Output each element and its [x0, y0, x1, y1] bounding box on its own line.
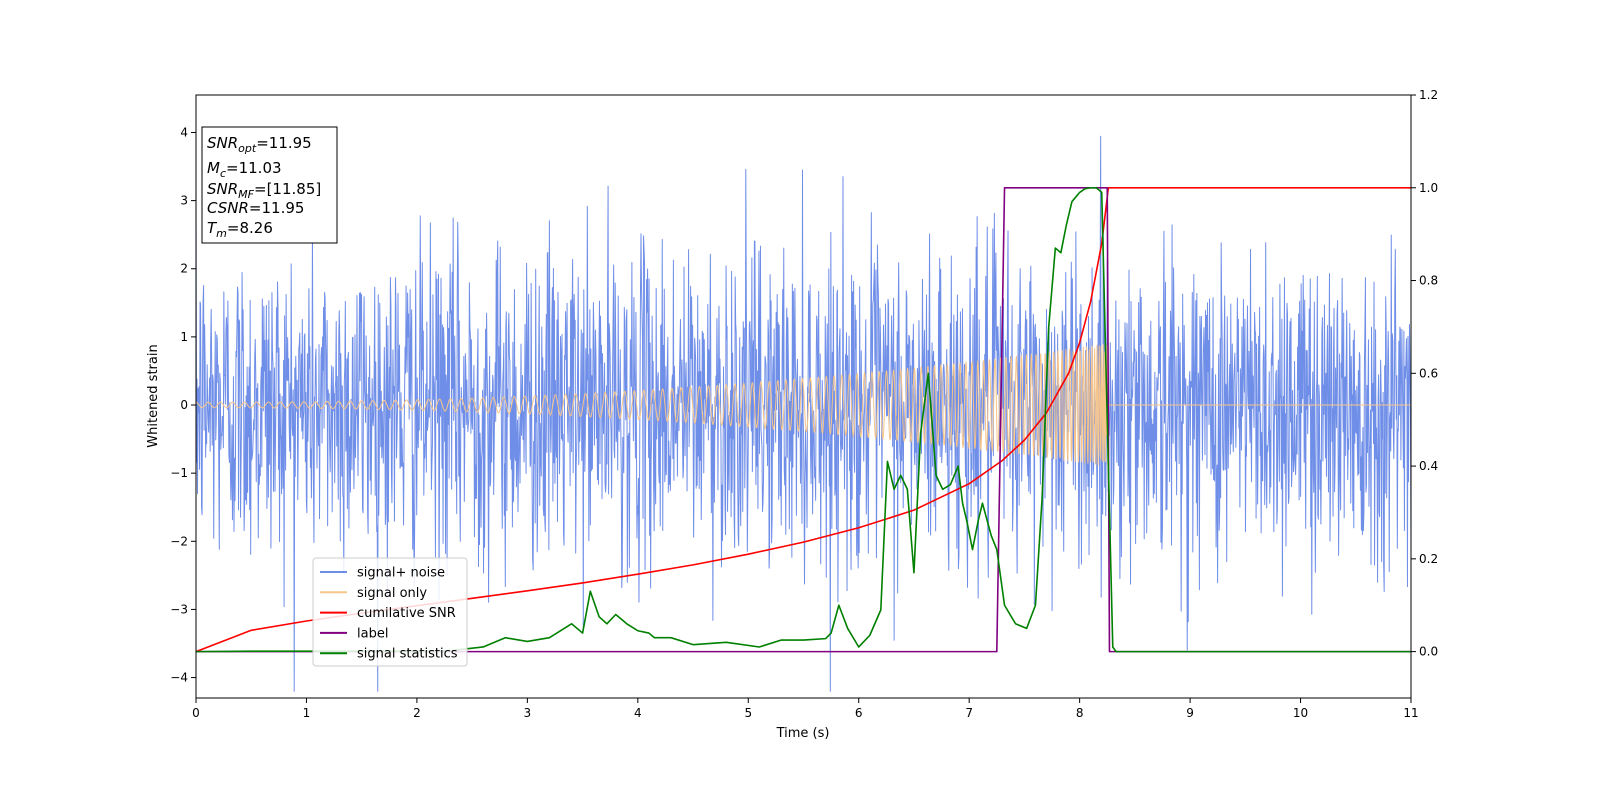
y-tick-label: −3 [170, 602, 188, 616]
y2-tick-label: 0.0 [1419, 645, 1438, 659]
x-tick-label: 9 [1186, 706, 1194, 720]
annotation-box: SNRopt=11.95 Mc=11.03SNRMF=[11.85]CSNR=11… [201, 126, 338, 244]
y-axis-label: Whitened strain [146, 344, 161, 447]
series-line-signal-noise [196, 135, 1411, 692]
annotation-line: CSNR=11.95 [207, 199, 304, 217]
series-line-signal-only [196, 343, 1411, 466]
legend-entry-cumilative-snr: cumilative SNR [357, 606, 456, 621]
legend-frame [312, 557, 468, 667]
x-tick-label: 1 [303, 706, 311, 720]
y2-tick-label: 0.8 [1419, 274, 1438, 288]
annotation-line: Tm=8.26 [207, 219, 273, 240]
x-tick-label: 2 [413, 706, 421, 720]
y2-tick-label: 0.6 [1419, 366, 1438, 380]
x-tick-label: 7 [965, 706, 973, 720]
y-axis-left: −4 −3 −2 −1 0 1 2 3 4 [170, 125, 196, 685]
y2-tick-label: 0.4 [1419, 459, 1438, 473]
y2-tick-label: 1.0 [1419, 181, 1438, 195]
annotation-line: Mc=11.03 [207, 159, 282, 180]
y-tick-label: −4 [170, 671, 188, 685]
y2-tick-label: 1.2 [1419, 88, 1438, 102]
legend: signal+ noise signal only cumilative SNR la… [312, 557, 468, 667]
annotation-line: SNRMF=[11.85] [207, 180, 321, 201]
y-axis-right: 0.0 0.2 0.4 0.6 0.8 1.0 1.2 [1411, 88, 1438, 659]
x-tick-label: 3 [524, 706, 532, 720]
y-tick-label: −2 [170, 534, 188, 548]
x-tick-label: 10 [1293, 706, 1308, 720]
series-line-signal-statistics [196, 186, 1411, 653]
x-tick-label: 4 [634, 706, 642, 720]
y-tick-label: 1 [180, 330, 188, 344]
y-tick-label: 2 [180, 262, 188, 276]
plot-frame [195, 94, 1412, 699]
x-axis-label: Time (s) [776, 726, 830, 741]
legend-entry-signal-only: signal only [357, 586, 427, 601]
legend-entry-signal-statistics: signal statistics [357, 647, 458, 662]
legend-entry-signal-noise: signal+ noise [357, 566, 445, 581]
legend-entry-label: label [357, 626, 388, 641]
x-tick-label: 0 [192, 706, 200, 720]
x-axis: 0 1 2 3 4 5 6 7 8 9 10 11 [192, 698, 1419, 720]
y-tick-label: 0 [180, 398, 188, 412]
y-tick-label: −1 [170, 466, 188, 480]
x-tick-label: 6 [855, 706, 863, 720]
annotation-line: SNRopt=11.95 [207, 134, 312, 155]
x-tick-label: 5 [744, 706, 752, 720]
x-tick-label: 11 [1403, 706, 1418, 720]
y2-tick-label: 0.2 [1419, 552, 1438, 566]
y-tick-label: 4 [180, 125, 188, 139]
y-tick-label: 3 [180, 194, 188, 208]
x-tick-label: 8 [1076, 706, 1084, 720]
